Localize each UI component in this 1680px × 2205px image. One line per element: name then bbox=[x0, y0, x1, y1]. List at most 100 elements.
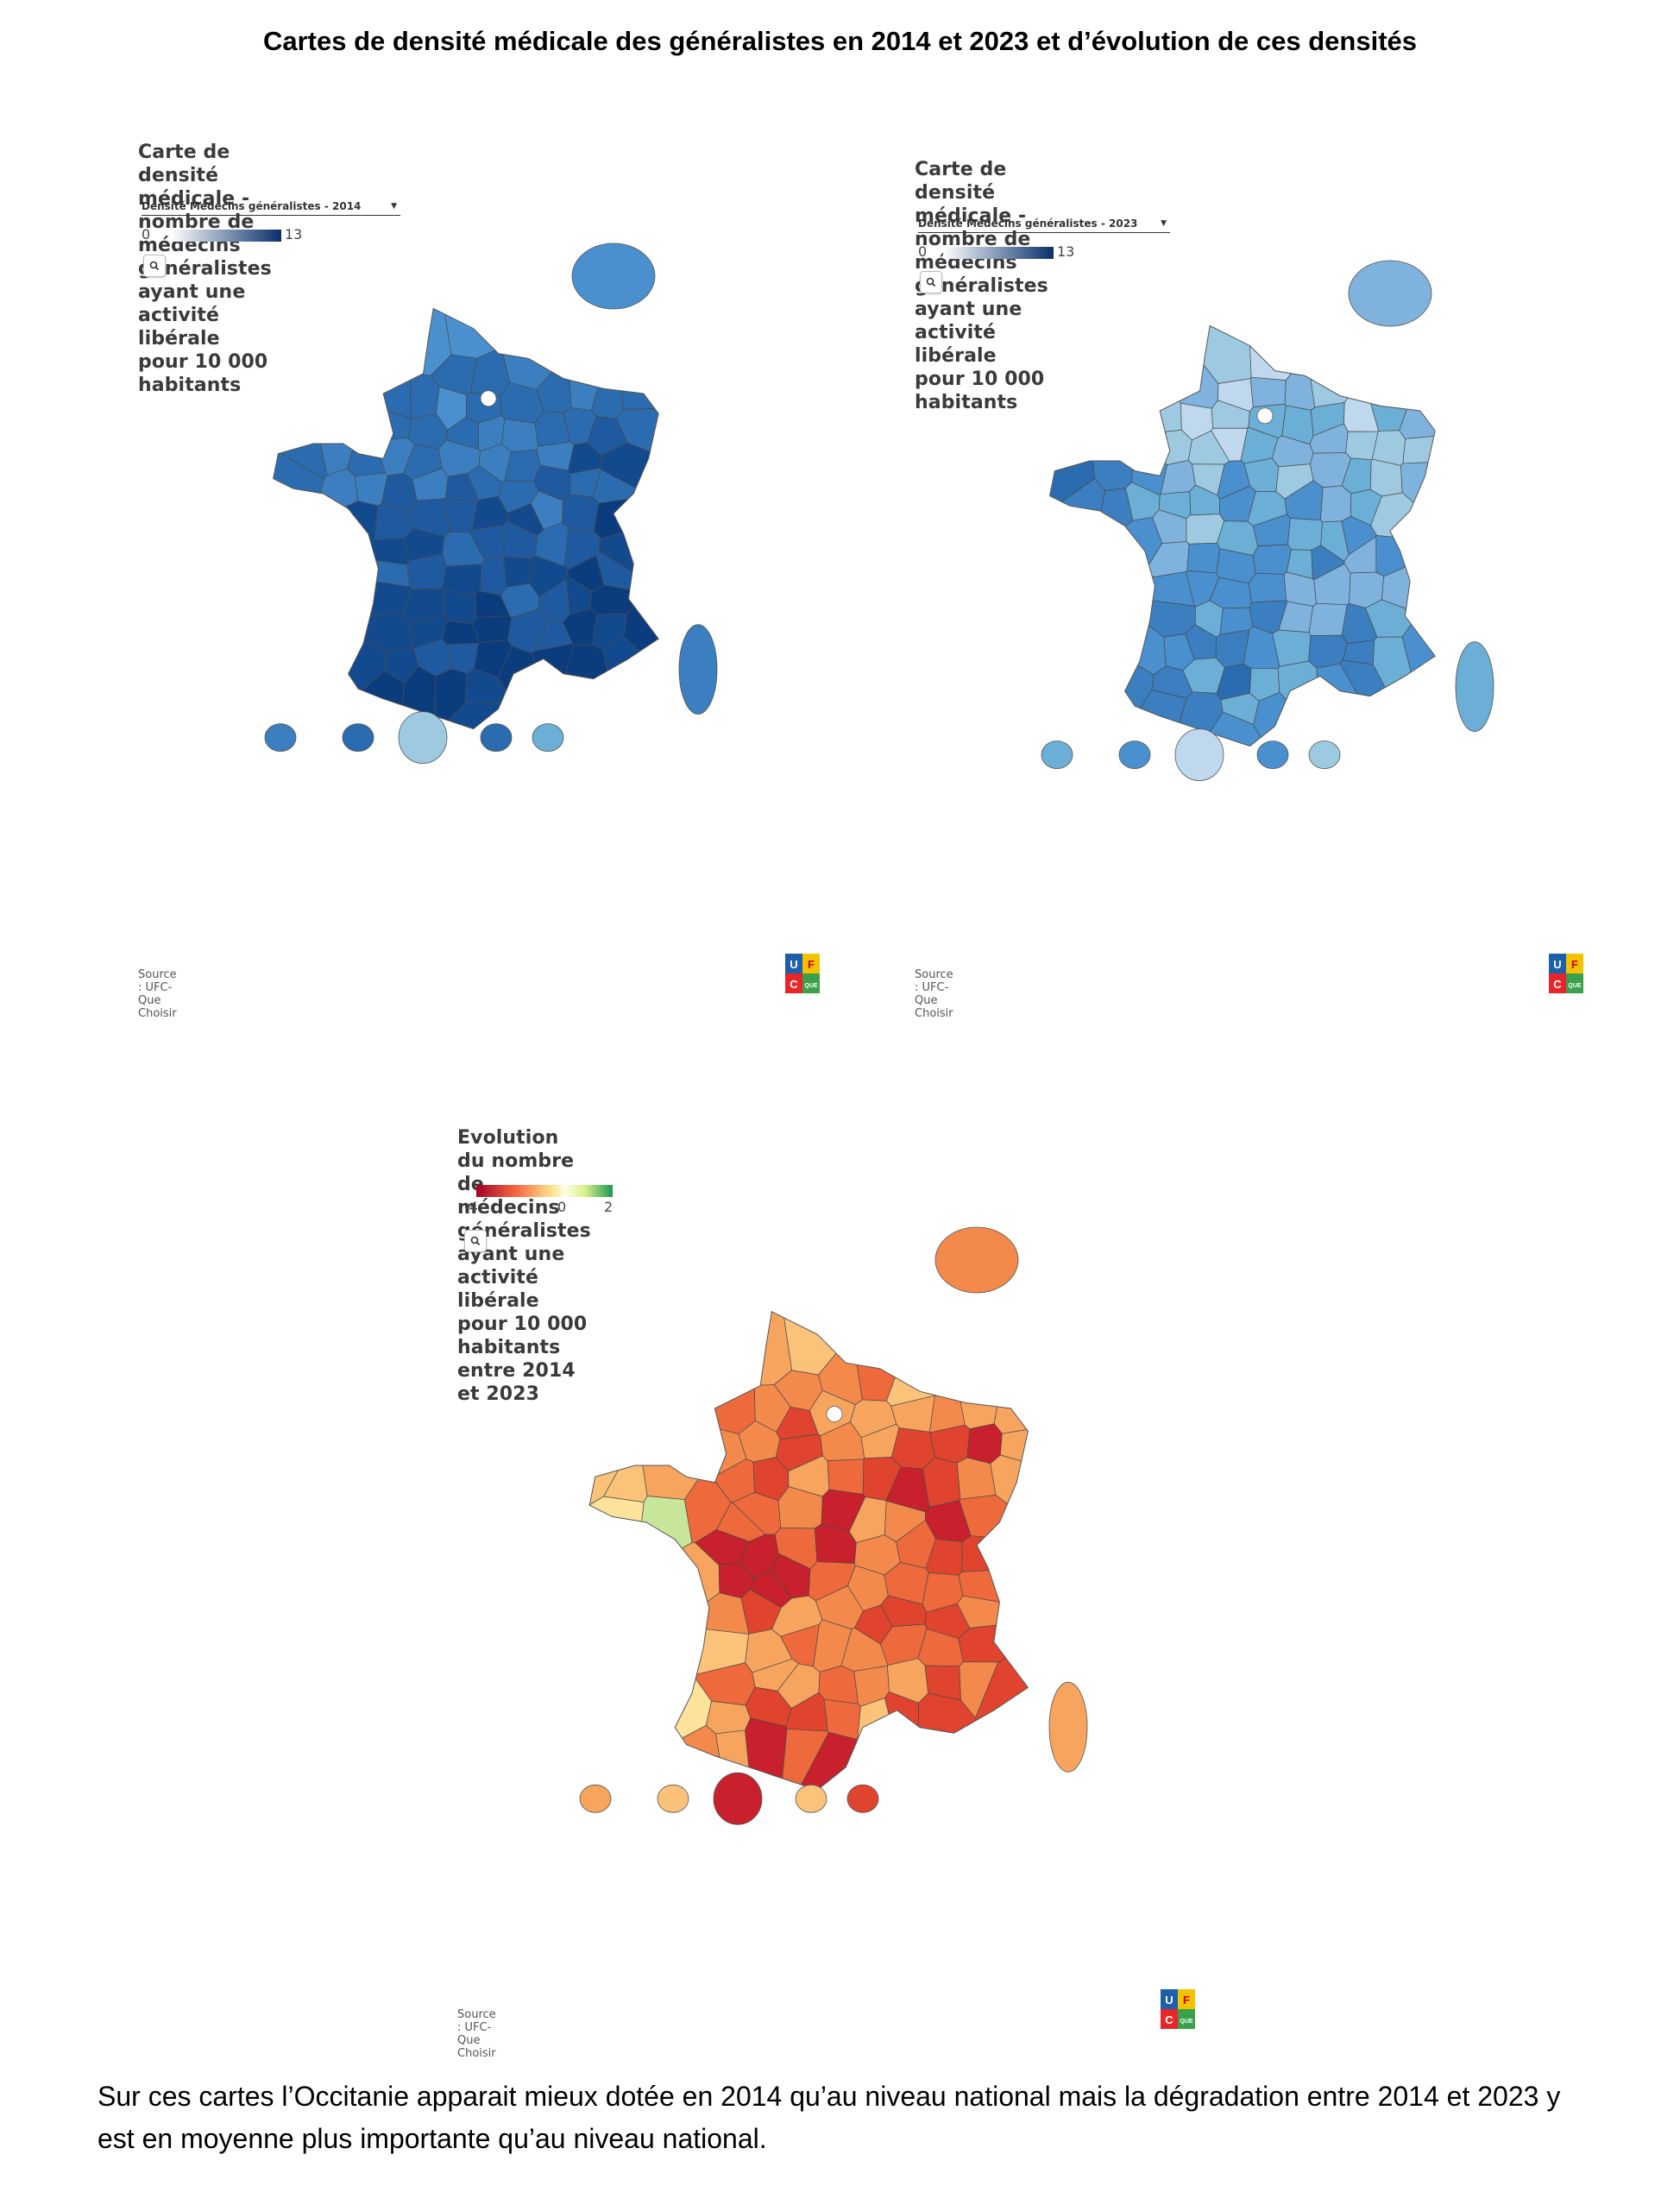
departement-region[interactable] bbox=[536, 354, 572, 413]
departement-region[interactable] bbox=[241, 268, 452, 376]
departement-region[interactable] bbox=[1085, 286, 1219, 409]
overseas-territory[interactable] bbox=[1308, 740, 1341, 769]
ile-de-france-inset[interactable] bbox=[571, 243, 656, 310]
departement-region[interactable] bbox=[472, 615, 513, 643]
paris-area[interactable] bbox=[826, 1406, 843, 1422]
departement-region[interactable] bbox=[480, 557, 507, 596]
overseas-territory[interactable] bbox=[1256, 740, 1289, 769]
departement-region[interactable] bbox=[1369, 458, 1403, 497]
departement-region[interactable] bbox=[581, 1266, 793, 1386]
departement-region[interactable] bbox=[271, 670, 405, 769]
departement-region[interactable] bbox=[550, 1635, 712, 1808]
departement-region[interactable] bbox=[956, 1457, 997, 1500]
departement-region[interactable] bbox=[444, 590, 477, 625]
overseas-territory[interactable] bbox=[846, 1784, 879, 1813]
departement-region[interactable] bbox=[966, 1423, 1003, 1465]
departement-region[interactable] bbox=[890, 1427, 935, 1470]
overseas-territory[interactable] bbox=[1174, 728, 1224, 781]
paris-area[interactable] bbox=[480, 390, 497, 407]
caret-down-icon: ▼ bbox=[1161, 219, 1167, 228]
ufc-que-choisir-logo: U F C QUE bbox=[785, 954, 820, 998]
departement-region[interactable] bbox=[346, 428, 386, 477]
departement-region[interactable] bbox=[776, 1266, 878, 1376]
overseas-territory[interactable] bbox=[480, 723, 513, 752]
page-title: Cartes de densité médicale des généralis… bbox=[262, 26, 1418, 56]
departement-region[interactable] bbox=[594, 495, 689, 539]
departement-region[interactable] bbox=[993, 1266, 1062, 1434]
departement-region[interactable] bbox=[1320, 485, 1352, 523]
departement-region[interactable] bbox=[550, 1724, 733, 1836]
overseas-territory[interactable] bbox=[579, 1784, 612, 1813]
departement-region[interactable] bbox=[562, 494, 600, 532]
departement-region[interactable] bbox=[884, 1692, 920, 1815]
departement-region[interactable] bbox=[584, 1542, 720, 1640]
departement-region[interactable] bbox=[1016, 286, 1182, 437]
departement-region[interactable] bbox=[1129, 429, 1192, 465]
departement-region[interactable] bbox=[503, 557, 532, 588]
corsica[interactable] bbox=[1455, 641, 1494, 733]
departement-region[interactable] bbox=[818, 1665, 859, 1704]
svg-text:U: U bbox=[1553, 958, 1561, 971]
departement-region[interactable] bbox=[1248, 572, 1287, 603]
departement-region[interactable] bbox=[957, 1595, 1062, 1629]
corsica[interactable] bbox=[1048, 1681, 1088, 1773]
departement-region[interactable] bbox=[615, 407, 689, 467]
departement-region[interactable] bbox=[1370, 492, 1461, 544]
departement-region[interactable] bbox=[1375, 535, 1461, 577]
overseas-territory[interactable] bbox=[1041, 740, 1073, 769]
zoom-button[interactable] bbox=[143, 255, 166, 277]
departement-region[interactable] bbox=[623, 578, 689, 696]
departement-region[interactable] bbox=[929, 1367, 966, 1433]
zoom-button[interactable] bbox=[464, 1230, 487, 1252]
departement-region[interactable] bbox=[1284, 352, 1316, 411]
overseas-territory[interactable] bbox=[713, 1772, 763, 1825]
ile-de-france-inset[interactable] bbox=[1348, 260, 1432, 327]
year-dropdown[interactable]: Densité Médecins généralistes - 2014 ▼ bbox=[142, 198, 400, 216]
overseas-territory[interactable] bbox=[532, 723, 564, 752]
departement-region[interactable] bbox=[918, 1692, 1016, 1836]
departement-region[interactable] bbox=[501, 419, 539, 452]
departement-region[interactable] bbox=[705, 1700, 752, 1735]
departement-region[interactable] bbox=[531, 643, 575, 712]
departement-region[interactable] bbox=[590, 1281, 756, 1435]
overseas-territory[interactable] bbox=[1118, 740, 1151, 769]
year-dropdown[interactable]: Densité Médecins généralistes - 2023 ▼ bbox=[918, 215, 1170, 233]
overseas-territory[interactable] bbox=[795, 1784, 827, 1813]
departement-region[interactable] bbox=[589, 584, 647, 615]
corsica[interactable] bbox=[678, 624, 718, 715]
departement-region[interactable] bbox=[1247, 286, 1340, 381]
departement-region[interactable] bbox=[1141, 286, 1252, 384]
departement-region[interactable] bbox=[356, 538, 410, 565]
departement-region[interactable] bbox=[602, 636, 689, 769]
departement-region[interactable] bbox=[922, 1457, 961, 1508]
departement-region[interactable] bbox=[674, 1592, 750, 1635]
zoom-button[interactable] bbox=[920, 271, 942, 293]
departement-region[interactable] bbox=[238, 268, 328, 480]
overseas-territory[interactable] bbox=[657, 1784, 689, 1813]
departement-region[interactable] bbox=[437, 268, 540, 359]
departement-region[interactable] bbox=[635, 1496, 693, 1575]
departement-region[interactable] bbox=[1253, 692, 1341, 786]
overseas-territory[interactable] bbox=[342, 723, 374, 752]
departement-region[interactable] bbox=[550, 1496, 645, 1647]
departement-region[interactable] bbox=[1402, 432, 1465, 464]
departement-region[interactable] bbox=[276, 306, 412, 419]
ile-de-france-inset[interactable] bbox=[934, 1226, 1019, 1294]
overseas-territory[interactable] bbox=[398, 711, 448, 764]
france-outline bbox=[1049, 324, 1436, 747]
departement-region[interactable] bbox=[590, 326, 624, 419]
departement-region[interactable] bbox=[638, 1387, 702, 1501]
departement-region[interactable] bbox=[961, 1535, 1062, 1572]
departement-region[interactable] bbox=[441, 564, 482, 595]
overseas-territory[interactable] bbox=[264, 723, 297, 752]
departement-region[interactable] bbox=[260, 501, 379, 602]
departement-region[interactable] bbox=[1038, 596, 1167, 676]
departement-region[interactable] bbox=[827, 1458, 865, 1495]
departement-region[interactable] bbox=[1308, 602, 1348, 636]
paris-area[interactable] bbox=[1256, 407, 1274, 425]
departement-region[interactable] bbox=[1272, 629, 1312, 667]
departement-region[interactable] bbox=[1186, 542, 1221, 574]
departement-region[interactable] bbox=[1249, 376, 1287, 407]
departement-region[interactable] bbox=[1287, 518, 1323, 551]
departement-region[interactable] bbox=[1252, 544, 1292, 575]
